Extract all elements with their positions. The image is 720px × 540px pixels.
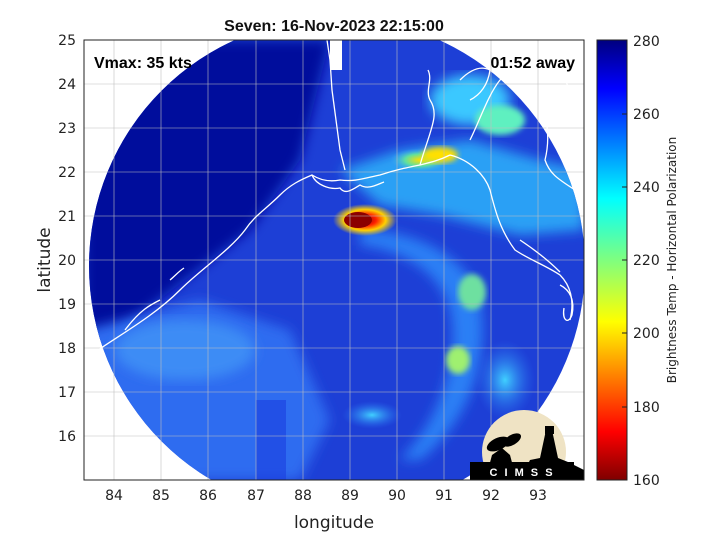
- grid-lines: [84, 40, 584, 480]
- colorbar: 280 260 240 220 200 180 160 Brightness T…: [596, 34, 679, 489]
- x-tick: 90: [388, 488, 406, 504]
- colorbar-tick: 280: [633, 34, 660, 50]
- x-tick: 87: [247, 488, 265, 504]
- x-tick-labels: 84 85 86 87 88 89 90 91 92 93: [105, 488, 547, 504]
- y-tick: 20: [58, 253, 76, 269]
- y-tick-labels: 16 17 18 19 20 21 22 23 24 25: [58, 33, 76, 445]
- y-tick: 19: [58, 297, 76, 313]
- y-tick: 18: [58, 341, 76, 357]
- colorbar-tick: 240: [633, 180, 660, 196]
- map-plot-area: Vmax: 35 kts 01:52 away C I M S S: [84, 40, 584, 480]
- y-tick: 23: [58, 121, 76, 137]
- y-axis-label: latitude: [35, 227, 55, 292]
- logo-text: C I M S S: [489, 467, 554, 479]
- vmax-label: Vmax: 35 kts: [94, 55, 192, 72]
- x-axis-label: longitude: [294, 513, 374, 533]
- cimss-logo: C I M S S: [470, 410, 584, 480]
- colorbar-tick: 160: [633, 473, 660, 489]
- x-tick: 88: [294, 488, 312, 504]
- x-tick: 85: [152, 488, 170, 504]
- y-tick: 22: [58, 165, 76, 181]
- colorbar-tick: 200: [633, 326, 660, 342]
- colorbar-tick: 220: [633, 253, 660, 269]
- x-tick: 89: [341, 488, 359, 504]
- y-tick: 24: [58, 77, 76, 93]
- x-tick: 84: [105, 488, 123, 504]
- colorbar-tick: 180: [633, 400, 660, 416]
- coastline: [84, 40, 576, 361]
- y-tick: 21: [58, 209, 76, 225]
- x-tick: 91: [435, 488, 453, 504]
- axes-frame: [83, 39, 585, 481]
- colorbar-tick: 260: [633, 107, 660, 123]
- map-title: Seven: 16-Nov-2023 22:15:00: [224, 18, 444, 35]
- y-tick: 17: [58, 385, 76, 401]
- y-tick: 16: [58, 429, 76, 445]
- x-tick: 93: [529, 488, 547, 504]
- x-tick: 86: [199, 488, 217, 504]
- x-tick: 92: [482, 488, 500, 504]
- time-away-label: 01:52 away: [490, 55, 575, 72]
- y-tick: 25: [58, 33, 76, 49]
- colorbar-label: Brightness Temp - Horizontal Polarizatio…: [665, 137, 679, 384]
